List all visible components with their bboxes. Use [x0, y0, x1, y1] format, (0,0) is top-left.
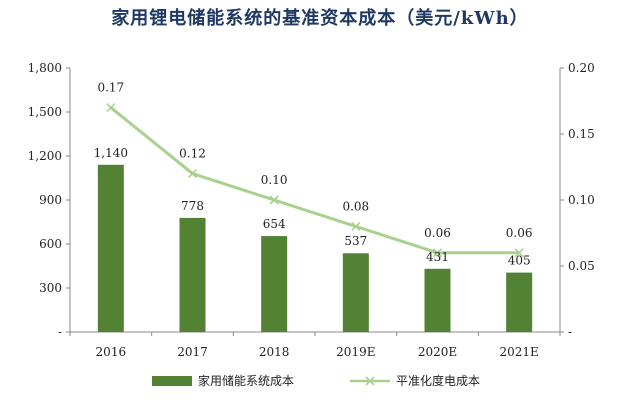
x-tick-label: 2016: [96, 345, 127, 359]
legend-bar-swatch: [152, 376, 192, 386]
x-tick-label: 2018: [259, 345, 290, 359]
line-value-label: 0.06: [424, 226, 451, 240]
bar-2020E: [424, 268, 451, 332]
bar-2017: [179, 217, 206, 332]
lcoe-point-2018: [269, 195, 279, 205]
line-value-label: 0.10: [261, 173, 288, 187]
legend-line-label: 平准化度电成本: [396, 373, 480, 388]
legend-line-marker: [365, 376, 375, 386]
bar-value-label: 405: [508, 254, 531, 268]
lcoe-point-2017: [187, 169, 198, 179]
x-tick-label: 2021E: [500, 345, 539, 359]
point-marker: [432, 248, 443, 258]
right-tick-label: -: [568, 325, 572, 339]
right-tick-label: 0.20: [568, 61, 595, 75]
chart-title: 家用锂电储能系统的基准资本成本（美元/kWh）: [111, 8, 529, 29]
line-value-label: 0.17: [97, 81, 124, 95]
point-marker: [514, 248, 524, 258]
left-tick-label: 1,200: [28, 149, 62, 163]
bar-2019E: [342, 253, 369, 332]
left-tick-label: 300: [39, 281, 62, 295]
bar-value-label: 654: [263, 217, 286, 231]
lcoe-point-2021E: [514, 248, 524, 258]
left-tick-label: 1,800: [28, 61, 62, 75]
lcoe-line: [109, 106, 520, 255]
x-tick-label: 2019E: [336, 345, 375, 359]
left-tick-label: -: [58, 325, 62, 339]
right-tick-label: 0.15: [568, 127, 595, 141]
right-tick-label: 0.05: [568, 259, 595, 273]
bar-value-label: 431: [426, 250, 449, 264]
lcoe-point-2020E: [432, 248, 443, 258]
bar-value-label: 537: [344, 234, 367, 248]
right-tick-label: 0.10: [568, 193, 595, 207]
lcoe-point-2019E: [351, 221, 361, 231]
point-marker: [351, 221, 361, 231]
left-tick-label: 900: [39, 193, 62, 207]
bar-2021E: [506, 272, 533, 332]
line-value-label: 0.12: [179, 147, 206, 161]
point-marker: [106, 103, 116, 113]
bar-value-label: 778: [181, 199, 204, 213]
point-marker: [269, 195, 279, 205]
point-marker: [187, 169, 198, 179]
left-tick-label: 600: [39, 237, 62, 251]
x-tick-label: 2017: [177, 345, 208, 359]
legend-bar-label: 家用储能系统成本: [198, 373, 294, 388]
line-value-label: 0.08: [342, 199, 369, 213]
bar-value-label: 1,140: [94, 146, 128, 160]
bar-2018: [261, 236, 288, 332]
line-value-label: 0.06: [506, 226, 533, 240]
lcoe-point-2016: [106, 103, 116, 113]
bar-2016: [97, 164, 124, 332]
left-tick-label: 1,500: [28, 105, 62, 119]
x-tick-label: 2020E: [418, 345, 457, 359]
